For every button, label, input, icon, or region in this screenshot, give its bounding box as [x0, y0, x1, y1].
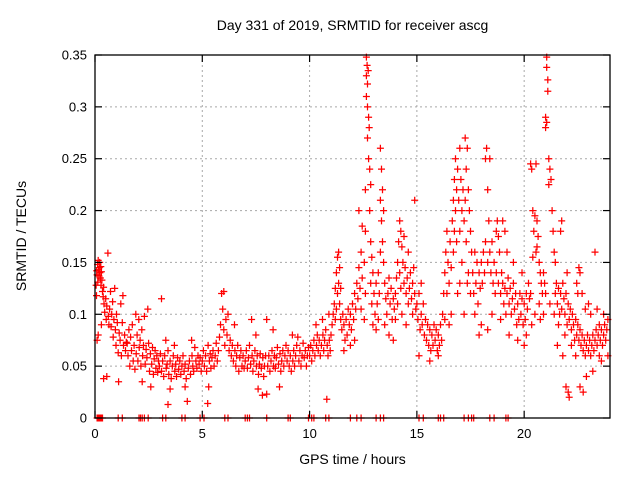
- plot-border: [94, 54, 611, 419]
- y-tick-label: 0.1: [69, 307, 87, 322]
- y-tick-label: 0.2: [69, 203, 87, 218]
- y-tick-label: 0.3: [69, 99, 87, 114]
- y-tick-label: 0.05: [62, 359, 87, 374]
- x-tick-label: 20: [517, 426, 531, 441]
- x-tick-label: 10: [302, 426, 316, 441]
- scatter-points: [92, 53, 612, 422]
- x-tick-label: 5: [199, 426, 206, 441]
- y-tick-label: 0.15: [62, 255, 87, 270]
- y-tick-label: 0.25: [62, 151, 87, 166]
- x-tick-label: 15: [410, 426, 424, 441]
- x-axis-label: GPS time / hours: [299, 451, 406, 467]
- tick-labels: 0 5 10 15 20 0 0.05 0.1 0.15 0.2 0.25 0.3 0.35: [62, 48, 532, 442]
- y-tick-label: 0: [80, 411, 87, 426]
- axis-ticks: [94, 54, 610, 419]
- y-tick-label: 0.35: [62, 48, 87, 63]
- chart-title: Day 331 of 2019, SRMTID for receiver asc…: [216, 17, 489, 33]
- x-tick-label: 0: [91, 426, 98, 441]
